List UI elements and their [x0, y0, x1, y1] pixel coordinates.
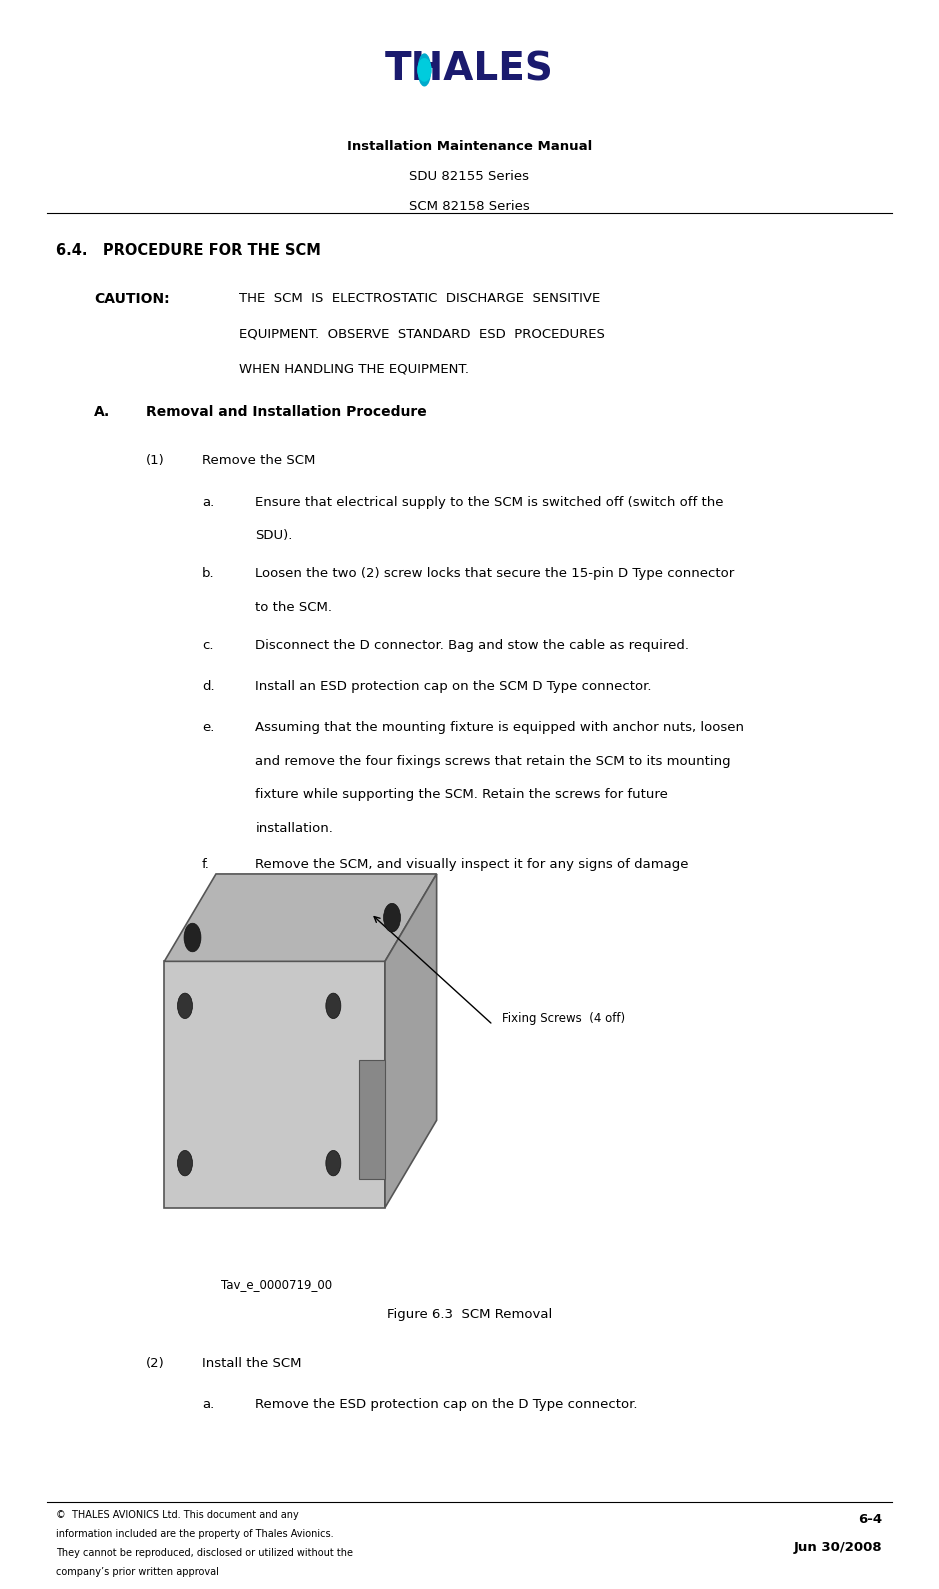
Text: c.: c. — [202, 639, 213, 651]
Text: THE  SCM  IS  ELECTROSTATIC  DISCHARGE  SENSITIVE: THE SCM IS ELECTROSTATIC DISCHARGE SENSI… — [239, 292, 601, 305]
Polygon shape — [385, 874, 437, 1208]
Text: d.: d. — [202, 680, 214, 693]
Text: Loosen the two (2) screw locks that secure the 15-pin D Type connector: Loosen the two (2) screw locks that secu… — [255, 567, 734, 580]
Text: (2): (2) — [146, 1357, 164, 1370]
Text: SCM 82158 Series: SCM 82158 Series — [409, 200, 530, 213]
Text: a.: a. — [202, 1398, 214, 1411]
Text: information included are the property of Thales Avionics.: information included are the property of… — [56, 1529, 334, 1538]
Text: Installation Maintenance Manual: Installation Maintenance Manual — [346, 140, 593, 153]
Text: SDU 82155 Series: SDU 82155 Series — [409, 170, 530, 183]
Text: Install the SCM: Install the SCM — [202, 1357, 301, 1370]
Text: A.: A. — [94, 405, 110, 419]
Circle shape — [418, 59, 431, 81]
Text: installation.: installation. — [255, 822, 333, 834]
Text: a.: a. — [202, 496, 214, 508]
Text: Removal and Installation Procedure: Removal and Installation Procedure — [146, 405, 426, 419]
Ellipse shape — [419, 54, 430, 86]
Text: f.: f. — [202, 858, 209, 871]
Circle shape — [326, 993, 341, 1019]
Text: 6.4.   PROCEDURE FOR THE SCM: 6.4. PROCEDURE FOR THE SCM — [56, 243, 321, 257]
Circle shape — [184, 923, 201, 952]
Text: Remove the ESD protection cap on the D Type connector.: Remove the ESD protection cap on the D T… — [255, 1398, 638, 1411]
Text: Install an ESD protection cap on the SCM D Type connector.: Install an ESD protection cap on the SCM… — [255, 680, 652, 693]
Text: ©  THALES AVIONICS Ltd. This document and any: © THALES AVIONICS Ltd. This document and… — [56, 1510, 300, 1519]
Circle shape — [326, 1150, 341, 1176]
Text: e.: e. — [202, 721, 214, 734]
Text: THALES: THALES — [385, 51, 554, 89]
Text: company’s prior written approval: company’s prior written approval — [56, 1567, 219, 1576]
Text: Remove the SCM, and visually inspect it for any signs of damage: Remove the SCM, and visually inspect it … — [255, 858, 689, 871]
FancyBboxPatch shape — [359, 1060, 385, 1179]
Circle shape — [177, 993, 192, 1019]
Text: They cannot be reproduced, disclosed or utilized without the: They cannot be reproduced, disclosed or … — [56, 1548, 353, 1557]
Text: 6-4: 6-4 — [858, 1513, 883, 1525]
Text: Ensure that electrical supply to the SCM is switched off (switch off the: Ensure that electrical supply to the SCM… — [255, 496, 724, 508]
Text: and remove the four fixings screws that retain the SCM to its mounting: and remove the four fixings screws that … — [255, 755, 731, 767]
Text: WHEN HANDLING THE EQUIPMENT.: WHEN HANDLING THE EQUIPMENT. — [239, 362, 470, 375]
Text: Figure 6.3  SCM Removal: Figure 6.3 SCM Removal — [387, 1308, 552, 1320]
Text: fixture while supporting the SCM. Retain the screws for future: fixture while supporting the SCM. Retain… — [255, 788, 669, 801]
Text: Fixing Screws  (4 off): Fixing Screws (4 off) — [502, 1012, 625, 1025]
Text: Remove the SCM: Remove the SCM — [202, 454, 316, 467]
Text: b.: b. — [202, 567, 214, 580]
Text: Jun 30/2008: Jun 30/2008 — [794, 1541, 883, 1554]
Text: CAUTION:: CAUTION: — [94, 292, 170, 307]
Text: SDU).: SDU). — [255, 529, 293, 542]
Text: Assuming that the mounting fixture is equipped with anchor nuts, loosen: Assuming that the mounting fixture is eq… — [255, 721, 745, 734]
Text: to the SCM.: to the SCM. — [255, 601, 332, 613]
Text: (1): (1) — [146, 454, 164, 467]
Circle shape — [177, 1150, 192, 1176]
Polygon shape — [164, 874, 437, 961]
Text: Disconnect the D connector. Bag and stow the cable as required.: Disconnect the D connector. Bag and stow… — [255, 639, 689, 651]
Circle shape — [383, 903, 400, 931]
FancyBboxPatch shape — [164, 961, 385, 1208]
Text: EQUIPMENT.  OBSERVE  STANDARD  ESD  PROCEDURES: EQUIPMENT. OBSERVE STANDARD ESD PROCEDUR… — [239, 327, 606, 340]
Text: Tav_e_0000719_00: Tav_e_0000719_00 — [221, 1278, 331, 1290]
